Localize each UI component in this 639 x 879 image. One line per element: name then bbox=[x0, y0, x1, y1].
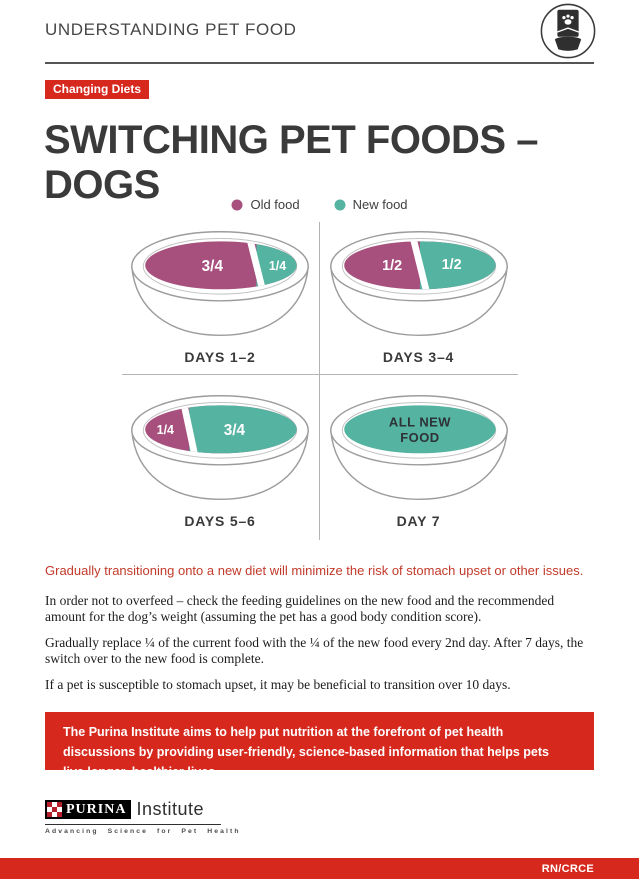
bowl-cell-days-5-6: 1/4 3/4 DAYS 5–6 bbox=[122, 375, 320, 540]
pet-food-bag-and-bowl-icon bbox=[539, 2, 597, 65]
highlight-sentence: Gradually transitioning onto a new diet … bbox=[45, 563, 584, 578]
legend-label-old: Old food bbox=[250, 197, 300, 212]
old-food-fraction: 1/2 bbox=[382, 258, 402, 274]
institute-wordmark: Institute bbox=[136, 799, 204, 819]
old-food-dot-icon bbox=[231, 199, 243, 210]
bowl-cell-days-1-2: 3/4 1/4 DAYS 1–2 bbox=[121, 222, 320, 375]
header-title: UNDERSTANDING PET FOOD bbox=[45, 20, 297, 39]
document-code: RN/CRCE bbox=[541, 862, 594, 875]
bowl-diagram-days-1-2: 3/4 1/4 bbox=[131, 231, 309, 337]
bowl-cell-day-7: ALL NEW FOOD DAY 7 bbox=[320, 375, 518, 540]
logo-divider bbox=[45, 824, 221, 825]
bottom-bar: RN/CRCE bbox=[0, 858, 639, 879]
all-new-food-label-line2: FOOD bbox=[400, 430, 439, 445]
body-paragraph-1: In order not to overfeed – check the fee… bbox=[45, 593, 555, 625]
all-new-food-label-line1: ALL NEW bbox=[388, 414, 450, 429]
new-food-fraction: 1/4 bbox=[269, 259, 286, 273]
body-paragraph-2: Gradually replace ¼ of the current food … bbox=[45, 634, 584, 667]
mission-callout-box: The Purina Institute aims to help put nu… bbox=[45, 712, 594, 779]
header-divider bbox=[45, 62, 594, 64]
legend-item-new-food: New food bbox=[334, 197, 408, 212]
category-badge: Changing Diets bbox=[45, 80, 150, 99]
bowl-diagram-days-5-6: 1/4 3/4 bbox=[131, 395, 309, 501]
purina-wordmark: PURINA bbox=[66, 801, 127, 817]
bowl-caption-days-1-2: DAYS 1–2 bbox=[184, 349, 256, 365]
bowl-caption-day-7: DAY 7 bbox=[396, 513, 441, 529]
body-copy: In order not to overfeed – check the fee… bbox=[45, 593, 594, 702]
bowl-cell-days-3-4: 1/2 1/2 DAYS 3–4 bbox=[319, 222, 518, 375]
new-food-fraction: 1/2 bbox=[441, 257, 461, 273]
bowl-diagram-days-3-4: 1/2 1/2 bbox=[329, 231, 508, 337]
legend: Old food New food bbox=[0, 197, 639, 212]
purina-institute-logo: PURINA Institute Advancing Science for P… bbox=[45, 799, 241, 835]
purina-wordmark-box: PURINA bbox=[45, 800, 132, 819]
bowl-diagram-day-7: ALL NEW FOOD bbox=[329, 395, 508, 501]
bowl-caption-days-3-4: DAYS 3–4 bbox=[382, 349, 455, 365]
old-food-fraction: 3/4 bbox=[202, 258, 224, 275]
page-title: SWITCHING PET FOODS – DOGS bbox=[44, 118, 538, 207]
body-paragraph-3: If a pet is susceptible to stomach upset… bbox=[45, 676, 511, 692]
logo-tagline: Advancing Science for Pet Health bbox=[45, 828, 241, 835]
bowl-caption-days-5-6: DAYS 5–6 bbox=[184, 513, 256, 529]
legend-label-new: New food bbox=[352, 197, 408, 212]
new-food-fraction: 3/4 bbox=[224, 422, 246, 439]
purina-checkerboard-icon bbox=[47, 802, 62, 817]
legend-item-old-food: Old food bbox=[231, 197, 300, 212]
bowl-diagram-grid: 3/4 1/4 DAYS 1–2 1/2 1/2 DAYS 3–4 bbox=[121, 222, 518, 540]
old-food-fraction: 1/4 bbox=[157, 423, 174, 437]
new-food-dot-icon bbox=[334, 199, 346, 210]
